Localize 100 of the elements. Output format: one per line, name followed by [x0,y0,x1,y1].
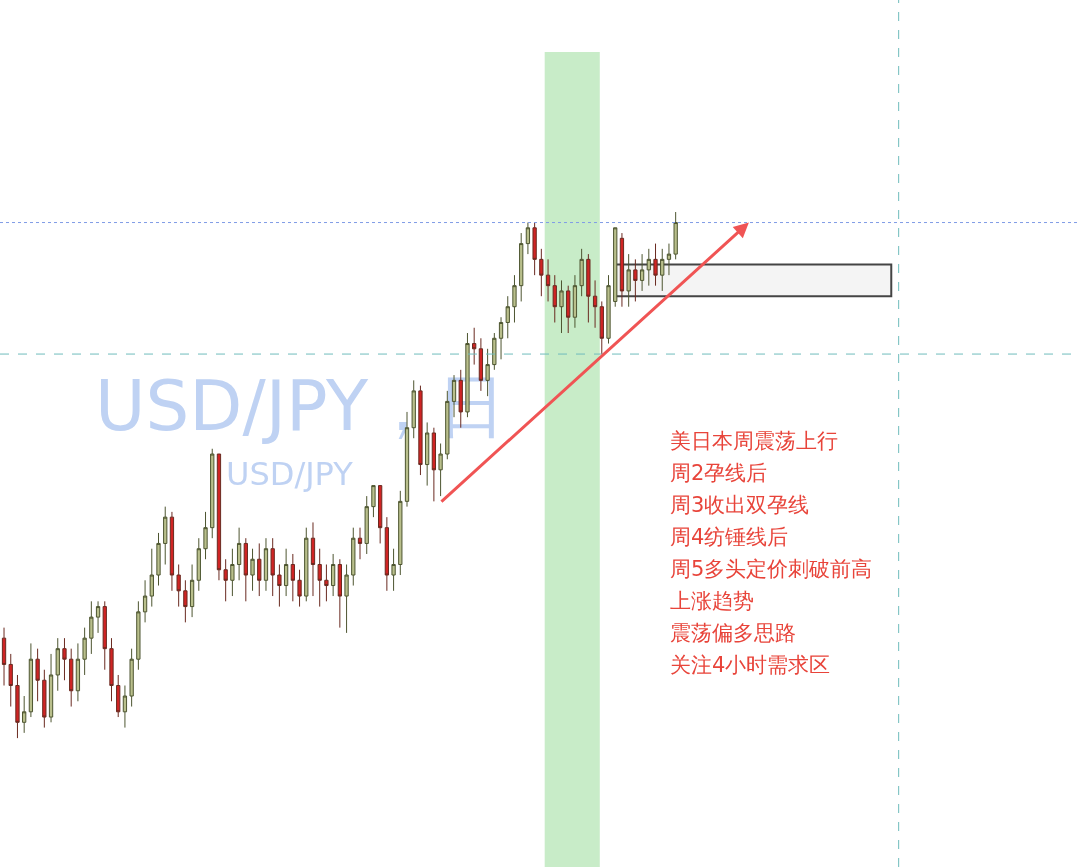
candlestick [82,627,87,676]
candlestick [183,579,188,623]
candlestick [337,558,342,629]
candlestick [297,569,302,608]
candlestick [142,579,148,623]
candlestick [304,527,309,602]
candlestick [626,253,631,308]
candlestick [310,521,316,597]
candlestick [592,279,598,329]
candlestick [532,222,537,276]
candlestick [505,295,510,339]
candlestick [1,627,7,686]
candlestick [8,653,13,708]
candlestick [48,653,54,723]
candlestick [330,553,336,597]
candlestick [22,695,27,734]
candlestick [525,222,531,255]
candlestick [109,637,114,702]
annotation: 周5多头定价刺破前高 [670,557,873,581]
candlestick [472,327,477,366]
candlestick [149,548,154,608]
candlestick [136,600,141,671]
candlestick [438,443,443,497]
candlestick [378,485,383,544]
candlestick [102,600,107,671]
candlestick [62,637,67,681]
candlestick [122,685,128,729]
candlestick [519,232,524,302]
annotation: 上涨趋势 [670,589,754,613]
annotation: 关注4小时需求区 [670,653,831,677]
annotation: 周4纺锤线后 [670,525,789,549]
candlestick [666,243,672,276]
candlestick [35,648,40,702]
candlestick [223,558,228,602]
candlestick [512,274,517,323]
candlestick [613,227,618,308]
candlestick [384,516,390,592]
candlestick [163,506,168,565]
candlestick [210,448,215,539]
candlestick [371,485,376,518]
candlestick [653,243,658,287]
candlestick [236,527,242,581]
candlestick [398,490,403,576]
annotation: 周3收出双孕线 [670,493,810,517]
annotation: 美日本周震荡上行 [670,429,838,453]
candlestick [176,564,181,608]
candlestick [639,253,645,292]
candlestick [230,548,235,597]
candlestick [660,248,665,292]
candlestick [243,537,248,602]
candlestick [189,564,195,618]
candlestick [606,274,611,345]
candlestick [545,258,551,302]
candlestick [196,537,201,592]
candlestick [364,495,369,555]
candlestick [156,532,161,587]
candlestick [552,274,557,323]
candlestick [263,537,269,592]
candlestick [317,548,322,608]
candlestick [619,232,625,308]
candlestick [28,642,34,718]
candlestick [633,258,638,302]
candlestick [539,248,544,297]
candlestick [15,674,20,739]
candlestick [203,511,208,560]
candlestick [216,453,222,581]
annotation: 震荡偏多思路 [670,621,796,645]
candlestick [42,669,47,729]
candlestick [75,642,81,702]
candlestick [95,600,101,634]
candlestick [566,285,571,334]
candlestick [277,564,282,608]
candlestick [116,674,121,718]
candlestick [673,211,678,260]
annotation: 周2孕线后 [670,461,768,485]
candlestick [357,527,363,560]
candlestick [579,248,584,297]
candlestick [391,548,396,592]
candlestick [250,548,255,592]
candlestick [129,648,134,708]
text: USD/JPY [226,455,353,493]
candlestick [169,511,175,592]
candlestick [324,564,329,602]
candlestick [344,564,349,634]
candlestick [69,648,74,708]
candlestick [646,248,651,287]
candlestick [290,553,295,602]
candlestick [257,542,262,597]
candlestick [492,332,497,371]
candlestick [572,274,578,329]
candlestick [351,527,356,587]
candlestick [559,279,564,334]
candlestick [498,316,504,360]
candlestick [55,637,60,692]
candlestick [283,548,289,597]
candlestick [270,537,275,597]
candlestick [599,300,604,355]
candlestick [431,427,437,502]
candlestick [586,253,591,323]
candlestick [89,600,94,655]
